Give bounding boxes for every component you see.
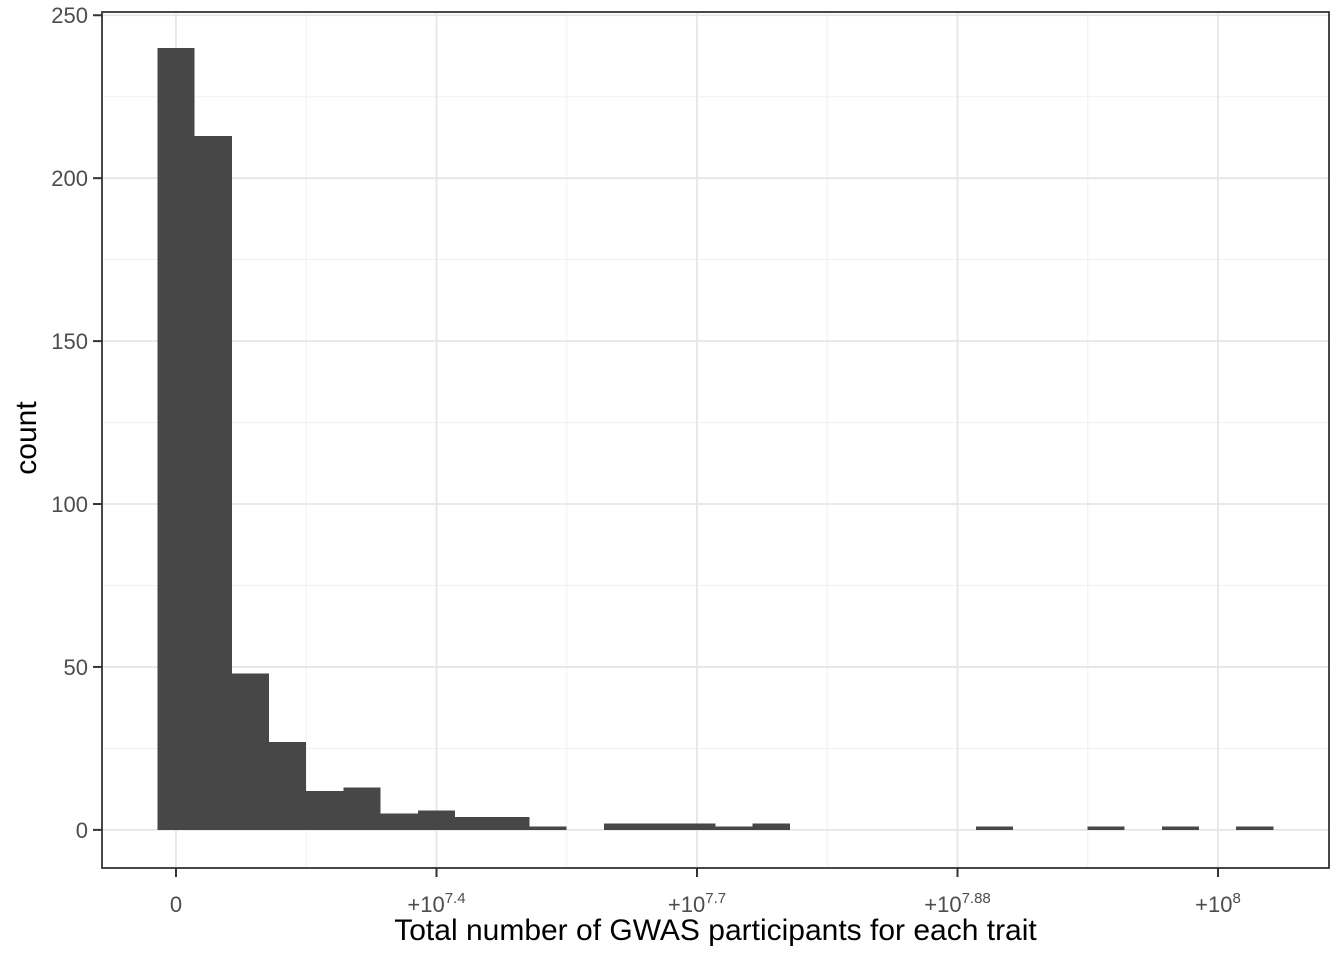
histogram-bar: [380, 813, 418, 830]
y-tick-label: 0: [76, 818, 88, 843]
histogram-bar: [603, 823, 641, 830]
histogram-bar: [1236, 826, 1274, 830]
x-tick-label: +108: [1195, 890, 1241, 917]
x-tick-label: 0: [170, 892, 182, 917]
histogram-bar: [678, 823, 716, 830]
histogram-bar: [1161, 826, 1200, 830]
histogram-bar: [752, 823, 790, 830]
y-tick-label: 50: [64, 655, 88, 680]
y-tick-label: 200: [51, 166, 88, 191]
y-axis-title: count: [10, 401, 43, 475]
x-tick-label: +107.4: [407, 890, 465, 917]
histogram-bar: [715, 826, 753, 830]
histogram-bar: [640, 823, 679, 830]
histogram-bar: [492, 816, 530, 830]
histogram-bar: [194, 135, 232, 830]
histogram-bar: [417, 810, 455, 830]
histogram-bar: [454, 816, 493, 830]
histogram-bar: [268, 741, 307, 830]
y-tick-label: 150: [51, 329, 88, 354]
histogram-bar: [975, 826, 1014, 830]
histogram-bar: [306, 790, 344, 830]
histogram-bar: [157, 47, 195, 830]
histogram-bar: [1087, 826, 1125, 830]
panel-border: [101, 11, 1330, 869]
x-tick-label: +107.88: [924, 890, 991, 917]
y-tick-label: 100: [51, 492, 88, 517]
histogram-bar: [343, 787, 381, 830]
x-axis-title: Total number of GWAS participants for ea…: [394, 914, 1037, 947]
histogram-bar: [231, 673, 269, 830]
x-tick-label: +107.7: [668, 890, 726, 917]
y-tick-label: 250: [51, 3, 88, 28]
panel-background: [102, 12, 1329, 868]
histogram-bar: [529, 826, 567, 830]
